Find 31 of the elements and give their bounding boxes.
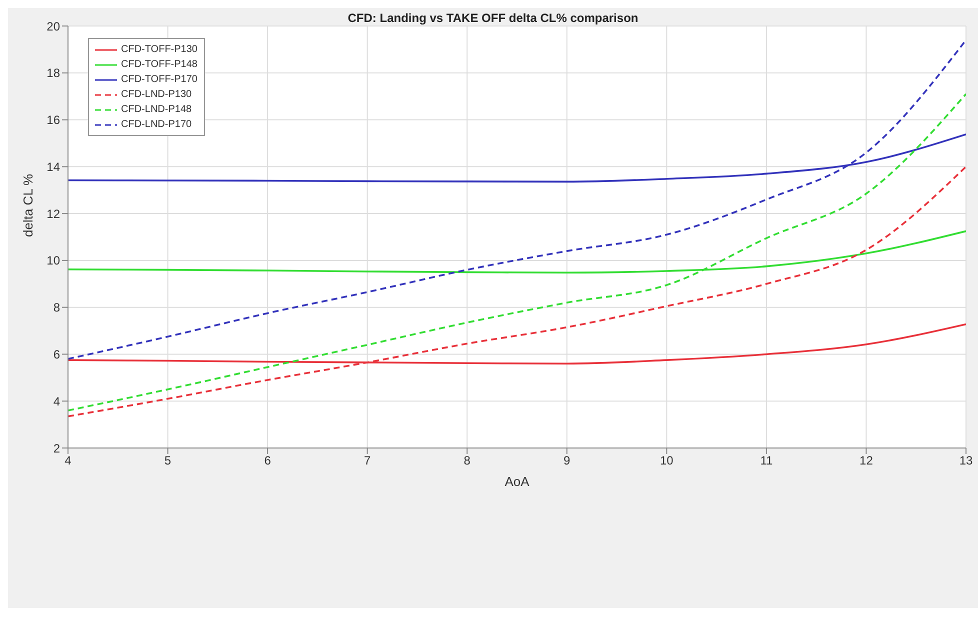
legend-label: CFD-TOFF-P148 [121,58,198,72]
y-tick-label: 4 [53,394,60,408]
legend-label: CFD-LND-P148 [121,103,192,117]
y-tick-label: 2 [53,441,60,456]
x-tick-label: 13 [959,454,973,468]
y-tick-label: 8 [53,300,60,315]
y-tick-label: 12 [46,206,60,221]
y-tick-label: 18 [46,66,60,80]
legend-label: CFD-TOFF-P130 [121,43,198,57]
x-axis-title: AoA [504,474,530,489]
y-tick-label: 10 [46,254,60,268]
y-tick-label: 16 [46,113,60,128]
x-tick-label: 8 [464,454,471,468]
x-tick-label: 11 [760,454,773,468]
x-tick-label: 10 [660,454,674,468]
legend-label: CFD-LND-P170 [121,118,192,132]
x-tick-label: 4 [64,454,72,468]
x-tick-label: 9 [564,454,571,468]
line-series [68,166,966,418]
y-axis-title: delta CL % [20,173,36,237]
y-tick-label: 14 [46,160,60,174]
x-tick-label: 5 [164,454,172,468]
x-tick-label: 7 [364,454,371,468]
line-series [68,39,966,360]
y-tick-label: 6 [53,347,60,362]
x-tick-label: 6 [264,454,272,468]
chart-title: CFD: Landing vs TAKE OFF delta CL% comparison [348,11,638,25]
y-tick-label: 20 [46,19,60,34]
legend-label: CFD-LND-P130 [121,88,192,102]
legend-label: CFD-TOFF-P170 [121,73,198,87]
x-tick-label: 12 [860,454,874,468]
